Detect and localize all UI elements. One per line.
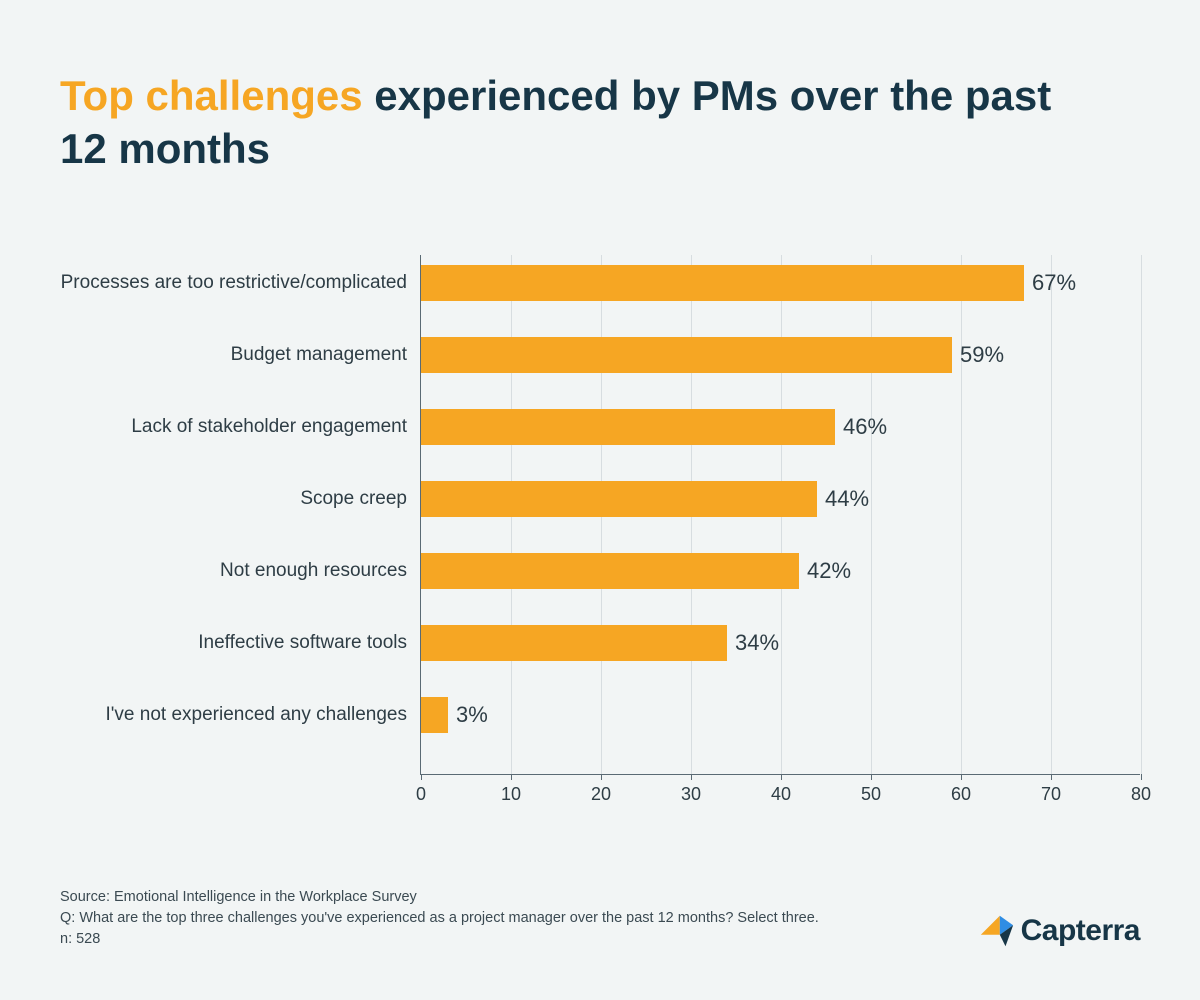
capterra-logo-text: Capterra [1021, 914, 1140, 948]
category-label: Scope creep [300, 488, 407, 510]
x-tick-label: 0 [416, 784, 426, 805]
value-label: 44% [825, 486, 869, 512]
chart-title: Top challenges experienced by PMs over t… [60, 70, 1060, 175]
bar-row: Scope creep44% [421, 481, 1140, 517]
x-tick-label: 10 [501, 784, 521, 805]
value-label: 59% [960, 342, 1004, 368]
footnote-n: n: 528 [60, 929, 819, 950]
x-tick [871, 774, 872, 780]
category-label: Not enough resources [220, 560, 407, 582]
footnote-source: Source: Emotional Intelligence in the Wo… [60, 887, 819, 908]
x-tick-label: 40 [771, 784, 791, 805]
bar [421, 697, 448, 733]
plot-area: 01020304050607080Processes are too restr… [420, 255, 1140, 775]
x-tick-label: 30 [681, 784, 701, 805]
bar [421, 625, 727, 661]
x-tick [601, 774, 602, 780]
x-tick-label: 70 [1041, 784, 1061, 805]
category-label: Lack of stakeholder engagement [131, 416, 407, 438]
bar [421, 553, 799, 589]
category-label: Ineffective software tools [198, 632, 407, 654]
x-tick [421, 774, 422, 780]
capterra-logo: Capterra [977, 912, 1140, 950]
category-label: I've not experienced any challenges [106, 704, 408, 726]
footnote-question: Q: What are the top three challenges you… [60, 908, 819, 929]
value-label: 42% [807, 558, 851, 584]
x-tick-label: 80 [1131, 784, 1151, 805]
value-label: 34% [735, 630, 779, 656]
x-tick [1051, 774, 1052, 780]
value-label: 46% [843, 414, 887, 440]
bar [421, 409, 835, 445]
bar-row: Lack of stakeholder engagement46% [421, 409, 1140, 445]
gridline [1141, 255, 1142, 774]
bar [421, 481, 817, 517]
bar-row: I've not experienced any challenges3% [421, 697, 1140, 733]
footnote: Source: Emotional Intelligence in the Wo… [60, 887, 819, 950]
category-label: Processes are too restrictive/complicate… [61, 272, 407, 294]
value-label: 67% [1032, 270, 1076, 296]
x-tick-label: 60 [951, 784, 971, 805]
bar [421, 265, 1024, 301]
x-tick [691, 774, 692, 780]
x-tick [1141, 774, 1142, 780]
bar-row: Budget management59% [421, 337, 1140, 373]
title-accent: Top challenges [60, 72, 363, 119]
capterra-logo-icon [977, 912, 1015, 950]
footer: Source: Emotional Intelligence in the Wo… [60, 887, 1140, 950]
bar [421, 337, 952, 373]
bar-row: Ineffective software tools34% [421, 625, 1140, 661]
x-tick [781, 774, 782, 780]
x-tick-label: 50 [861, 784, 881, 805]
bar-row: Processes are too restrictive/complicate… [421, 265, 1140, 301]
category-label: Budget management [231, 344, 407, 366]
x-tick [511, 774, 512, 780]
x-tick [961, 774, 962, 780]
value-label: 3% [456, 702, 488, 728]
x-tick-label: 20 [591, 784, 611, 805]
bar-chart: 01020304050607080Processes are too restr… [60, 255, 1140, 815]
bar-row: Not enough resources42% [421, 553, 1140, 589]
